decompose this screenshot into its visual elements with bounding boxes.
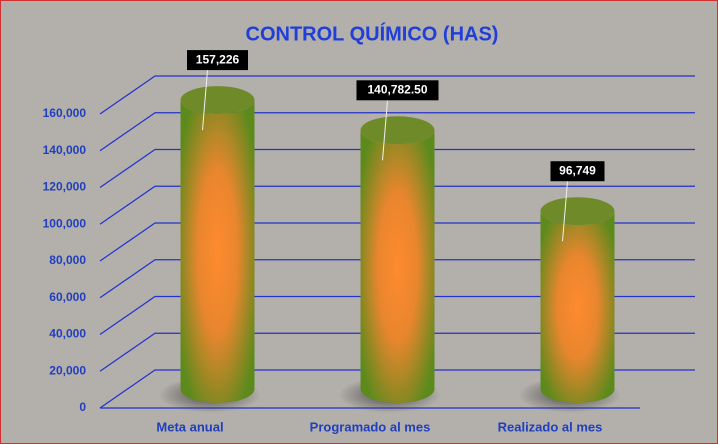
value-label-box xyxy=(187,50,248,71)
leader-line xyxy=(202,70,208,131)
cylinder xyxy=(540,211,615,403)
x-tick-label: Realizado al mes xyxy=(498,419,603,434)
cylinder-top xyxy=(180,86,255,115)
grid-line xyxy=(99,259,695,299)
grid-line xyxy=(99,295,695,335)
grid-line xyxy=(99,369,695,409)
cylinder-top xyxy=(540,197,615,226)
grid-line xyxy=(99,332,695,372)
value-label-box xyxy=(550,161,605,182)
leader-line xyxy=(562,181,568,242)
y-tick-label: 80,000 xyxy=(49,253,86,267)
grid-line xyxy=(99,185,695,225)
value-label: 157,226 xyxy=(196,52,240,66)
y-tick-label: 140,000 xyxy=(43,143,87,157)
y-tick-label: 120,000 xyxy=(43,180,87,194)
cylinder xyxy=(180,100,255,403)
x-tick-label: Programado al mes xyxy=(310,419,431,434)
grid-line xyxy=(99,148,695,188)
value-label: 140,782.50 xyxy=(367,82,427,96)
grid-line xyxy=(99,112,695,152)
y-tick-label: 160,000 xyxy=(43,106,87,120)
value-label: 96,749 xyxy=(559,163,596,177)
y-tick-label: 100,000 xyxy=(43,216,87,230)
y-tick-label: 20,000 xyxy=(49,363,86,377)
grid-line xyxy=(99,222,695,262)
y-tick-label: 60,000 xyxy=(49,290,86,304)
y-tick-label: 0 xyxy=(79,400,86,414)
x-tick-label: Meta anual xyxy=(156,419,223,434)
y-tick-label: 40,000 xyxy=(49,327,86,341)
cylinder-top xyxy=(360,116,435,145)
grid-line xyxy=(99,75,695,115)
chart-title: CONTROL QUÍMICO (HAS) xyxy=(246,22,499,45)
cylinder xyxy=(360,130,435,404)
value-label-box xyxy=(356,80,439,101)
leader-line xyxy=(382,100,388,161)
